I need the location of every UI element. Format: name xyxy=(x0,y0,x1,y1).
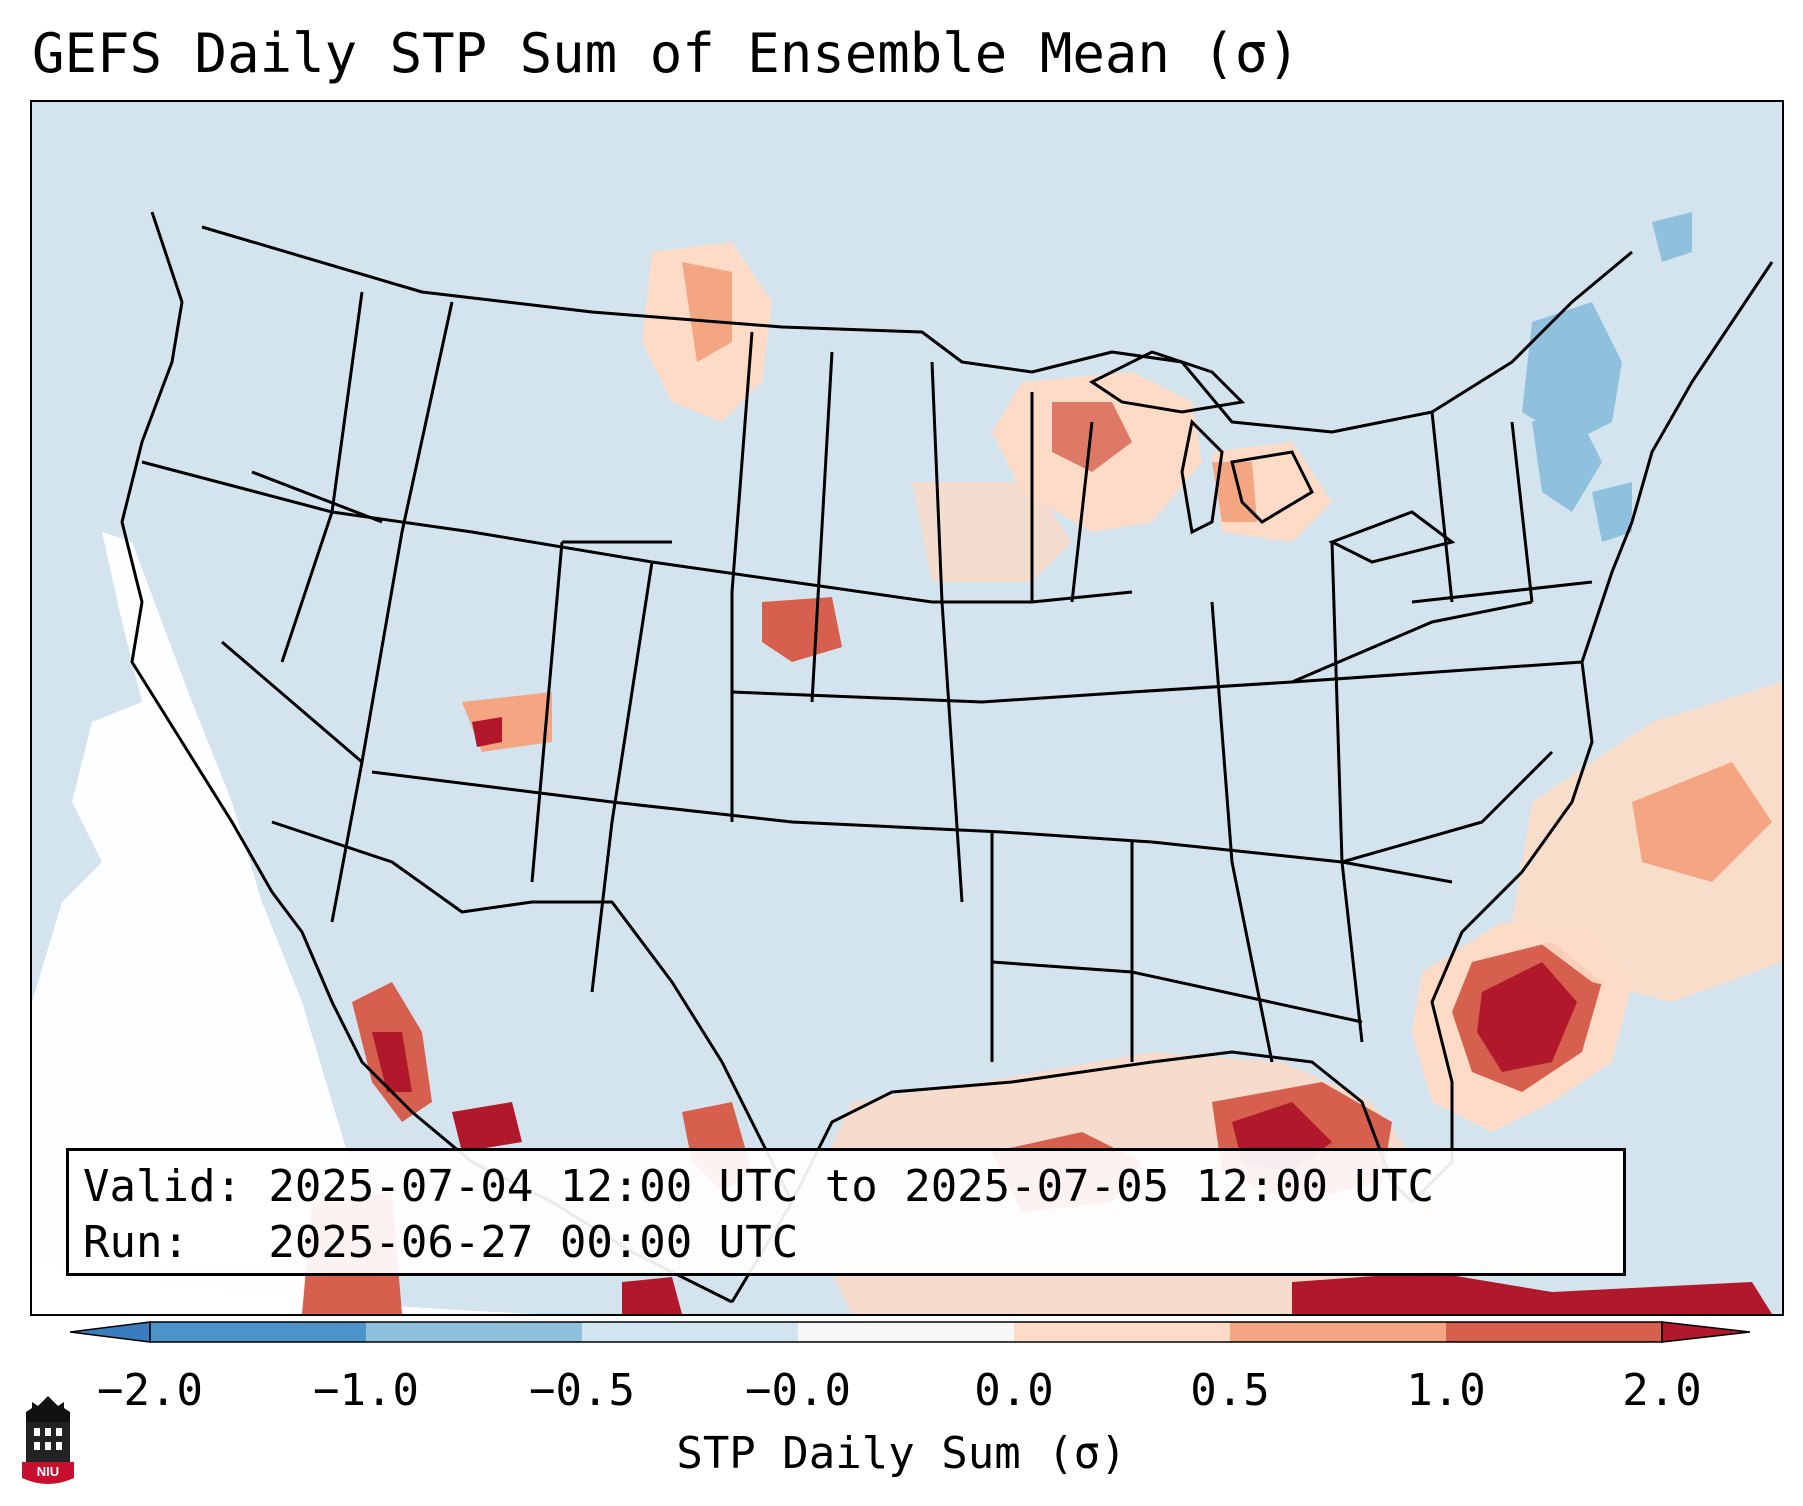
colorbar-bin-3 xyxy=(582,1322,798,1342)
logo-text: NIU xyxy=(37,1464,59,1479)
run-time-text: Run: 2025-06-27 00:00 UTC xyxy=(83,1217,799,1268)
map-title: GEFS Daily STP Sum of Ensemble Mean (σ) xyxy=(32,22,1300,85)
colorbar-tick-label: 0.0 xyxy=(974,1365,1054,1416)
validity-info-box: Valid: 2025-07-04 12:00 UTC to 2025-07-0… xyxy=(66,1148,1626,1276)
great-lakes xyxy=(1089,350,1456,564)
map-canvas xyxy=(32,211,1782,1314)
colorbar-extend-high xyxy=(1661,1321,1750,1343)
colorbar xyxy=(70,1321,1750,1343)
political-boundaries xyxy=(120,211,1774,1304)
colorbar-tick-label: 1.0 xyxy=(1406,1365,1486,1416)
colorbar-tick-label: −2.0 xyxy=(97,1365,203,1416)
colorbar-bin-1 xyxy=(150,1322,366,1342)
colorbar-bin-2 xyxy=(366,1322,582,1342)
colorbar-tick-label: −0.5 xyxy=(529,1365,635,1416)
niu-logo-icon: NIU xyxy=(22,1396,74,1484)
colorbar-bin-5 xyxy=(1014,1322,1230,1342)
colorbar-bin-4 xyxy=(798,1322,1014,1342)
colorbar-tick-label: −0.0 xyxy=(745,1365,851,1416)
colorbar-label: STP Daily Sum (σ) xyxy=(676,1428,1127,1479)
colorbar-bin-7 xyxy=(1446,1322,1662,1342)
colorbar-tick-label: 0.5 xyxy=(1190,1365,1270,1416)
valid-time-text: Valid: 2025-07-04 12:00 UTC to 2025-07-0… xyxy=(83,1161,1435,1212)
colorbar-extend-low xyxy=(70,1321,151,1343)
colorbar-bin-6 xyxy=(1230,1322,1446,1342)
colorbar-tick-label: 2.0 xyxy=(1622,1365,1702,1416)
stp-negative-patches xyxy=(1522,212,1692,542)
map-panel xyxy=(30,100,1784,1316)
missing-data-region xyxy=(32,532,932,1314)
colorbar-tick-label: −1.0 xyxy=(313,1365,419,1416)
